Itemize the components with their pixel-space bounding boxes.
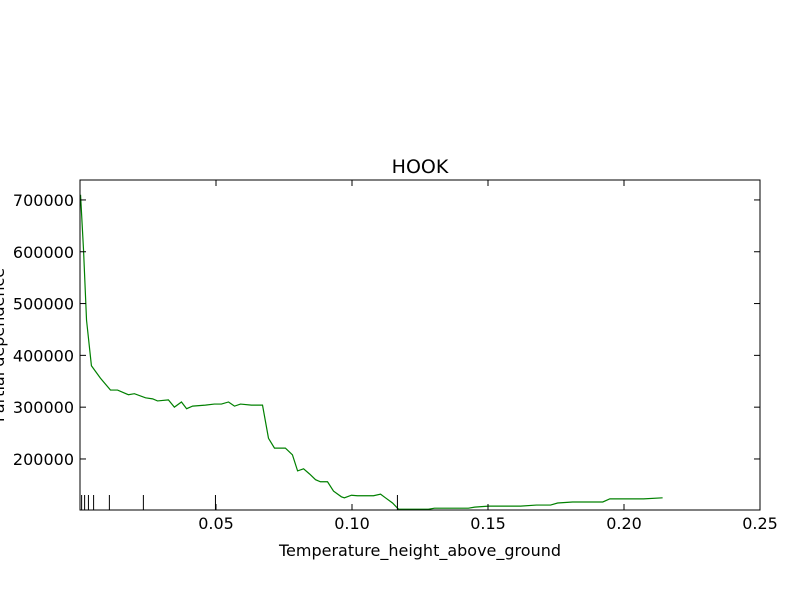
y-tick-label: 500000 [13, 295, 74, 314]
x-tick-label: 0.25 [742, 514, 778, 533]
x-tick-label: 0.20 [606, 514, 642, 533]
plot-frame [79, 179, 761, 511]
chart-title: HOOK [392, 156, 449, 178]
y-tick-label: 400000 [13, 346, 74, 365]
x-tick-label: 0.10 [334, 514, 370, 533]
y-tick-label: 200000 [13, 450, 74, 469]
x-tick-label: 0.05 [198, 514, 234, 533]
y-axis-label: Partial dependence [0, 268, 8, 422]
line [79, 194, 663, 510]
y-tick-label: 300000 [13, 398, 74, 417]
x-axis-label: Temperature_height_above_ground [278, 541, 561, 561]
x-tick-label: 0.15 [470, 514, 506, 533]
y-tick-label: 700000 [13, 191, 74, 210]
y-tick-label: 600000 [13, 243, 74, 262]
